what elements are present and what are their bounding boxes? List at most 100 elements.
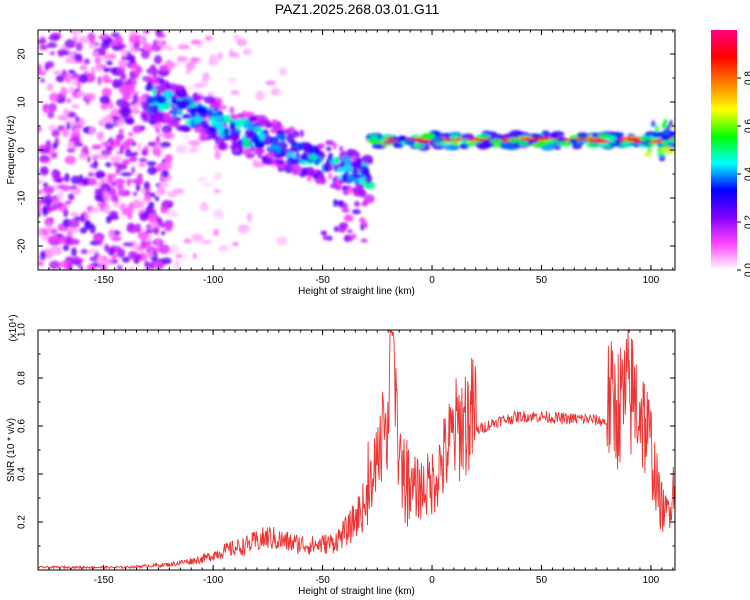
colorbar-gradient — [711, 30, 737, 270]
trace-blob — [199, 131, 206, 141]
scatter-blob — [160, 161, 173, 171]
flat-trace-blob — [531, 137, 547, 141]
x-tick-label: 100 — [643, 275, 660, 286]
trace-blob — [291, 158, 301, 165]
trace-blob — [264, 119, 271, 129]
scatter-blob — [107, 53, 117, 60]
y-tick-label: 0.8 — [17, 371, 28, 385]
scatter-blob — [164, 153, 173, 163]
scatter-blob — [102, 67, 110, 73]
flat-trace-blob — [494, 133, 504, 140]
scatter-blob — [87, 43, 97, 49]
scatter-blob — [189, 57, 202, 62]
scatter-blob — [192, 253, 197, 259]
scatter-blob — [123, 81, 131, 86]
trace-blob — [174, 90, 182, 96]
scatter-blob — [265, 80, 276, 86]
flat-trace-blob — [668, 119, 673, 128]
colorbar: 0.00.20.40.60.8Normalized spectral ampli… — [711, 30, 750, 277]
scatter-blob — [90, 163, 95, 169]
scatter-blob — [228, 52, 239, 58]
scatter-blob — [94, 57, 102, 64]
scatter-blob — [97, 76, 102, 86]
scatter-blob — [42, 182, 48, 187]
x-axis-label: Height of straight line (km) — [298, 286, 415, 297]
trace-blob — [315, 146, 320, 156]
scatter-blob — [155, 30, 163, 37]
scatter-blob — [39, 250, 47, 260]
scatter-blob — [242, 48, 253, 56]
flat-trace-blob — [666, 146, 674, 153]
scatter-blob — [138, 162, 146, 168]
scatter-blob — [279, 66, 287, 76]
scatter-blob — [201, 182, 214, 188]
flat-trace-blob — [416, 139, 433, 143]
flat-trace-blob — [443, 144, 458, 151]
scatter-blob — [79, 64, 88, 71]
flat-trace-blob — [475, 142, 490, 149]
x-tick-label: 50 — [536, 275, 548, 286]
trace-blob — [335, 156, 340, 165]
trace-blob — [144, 76, 155, 82]
scatter-blob — [167, 244, 180, 255]
trace-blob — [306, 166, 315, 177]
trace-blob — [360, 238, 368, 243]
scatter-blob — [113, 202, 122, 208]
flat-trace-blob — [657, 152, 665, 157]
trace-blob — [308, 153, 318, 161]
flat-trace-blob — [595, 140, 611, 144]
trace-blob — [354, 190, 365, 197]
scatter-blob — [117, 189, 130, 197]
scatter-blob — [143, 181, 151, 191]
y-tick-label: 0.2 — [17, 515, 28, 529]
scatter-blob — [191, 233, 203, 243]
flat-trace-blob — [586, 139, 599, 142]
scatter-blob — [102, 79, 113, 84]
scatter-blob — [183, 238, 191, 244]
trace-blob — [306, 144, 314, 149]
scatter-blob — [175, 61, 182, 66]
scatter-blob — [147, 213, 158, 223]
scatter-blob — [112, 45, 124, 52]
scatter-blob — [227, 77, 237, 84]
scatter-blob — [64, 73, 71, 83]
scatter-blob — [144, 194, 151, 202]
scatter-blob — [96, 131, 105, 141]
spectrogram-blobs — [38, 30, 675, 270]
trace-blob — [253, 126, 264, 134]
scatter-blob — [66, 141, 75, 149]
scatter-blob — [38, 39, 47, 44]
scatter-blob — [82, 145, 89, 155]
scatter-blob — [107, 101, 114, 110]
scatter-blob — [173, 188, 185, 194]
scatter-blob — [126, 223, 139, 234]
scatter-blob — [38, 205, 42, 214]
trace-blob — [333, 198, 338, 207]
trace-blob — [159, 107, 165, 112]
trace-blob — [151, 104, 159, 113]
scatter-blob — [124, 148, 132, 158]
scatter-blob — [79, 174, 84, 183]
scatter-blob — [75, 53, 83, 62]
trace-blob — [223, 127, 230, 136]
scatter-blob — [173, 260, 180, 270]
trace-blob — [190, 119, 195, 130]
flat-trace-blob — [586, 143, 601, 149]
colorbar-tick-label: 0.0 — [744, 263, 750, 277]
trace-blob — [263, 135, 273, 146]
scatter-blob — [70, 175, 82, 185]
scatter-blob — [122, 256, 130, 263]
scatter-blob — [38, 198, 42, 208]
trace-blob — [171, 109, 177, 119]
y-tick-label: 0.6 — [17, 419, 28, 433]
trace-blob — [228, 114, 241, 120]
scatter-blob — [154, 148, 162, 158]
trace-blob — [146, 79, 152, 89]
scatter-blob — [160, 230, 166, 236]
colorbar-tick-label: 0.4 — [744, 167, 750, 181]
trace-blob — [350, 149, 357, 154]
flat-trace-blob — [660, 134, 671, 141]
trace-blob — [229, 106, 235, 115]
scatter-blob — [131, 166, 136, 174]
trace-blob — [231, 141, 239, 151]
